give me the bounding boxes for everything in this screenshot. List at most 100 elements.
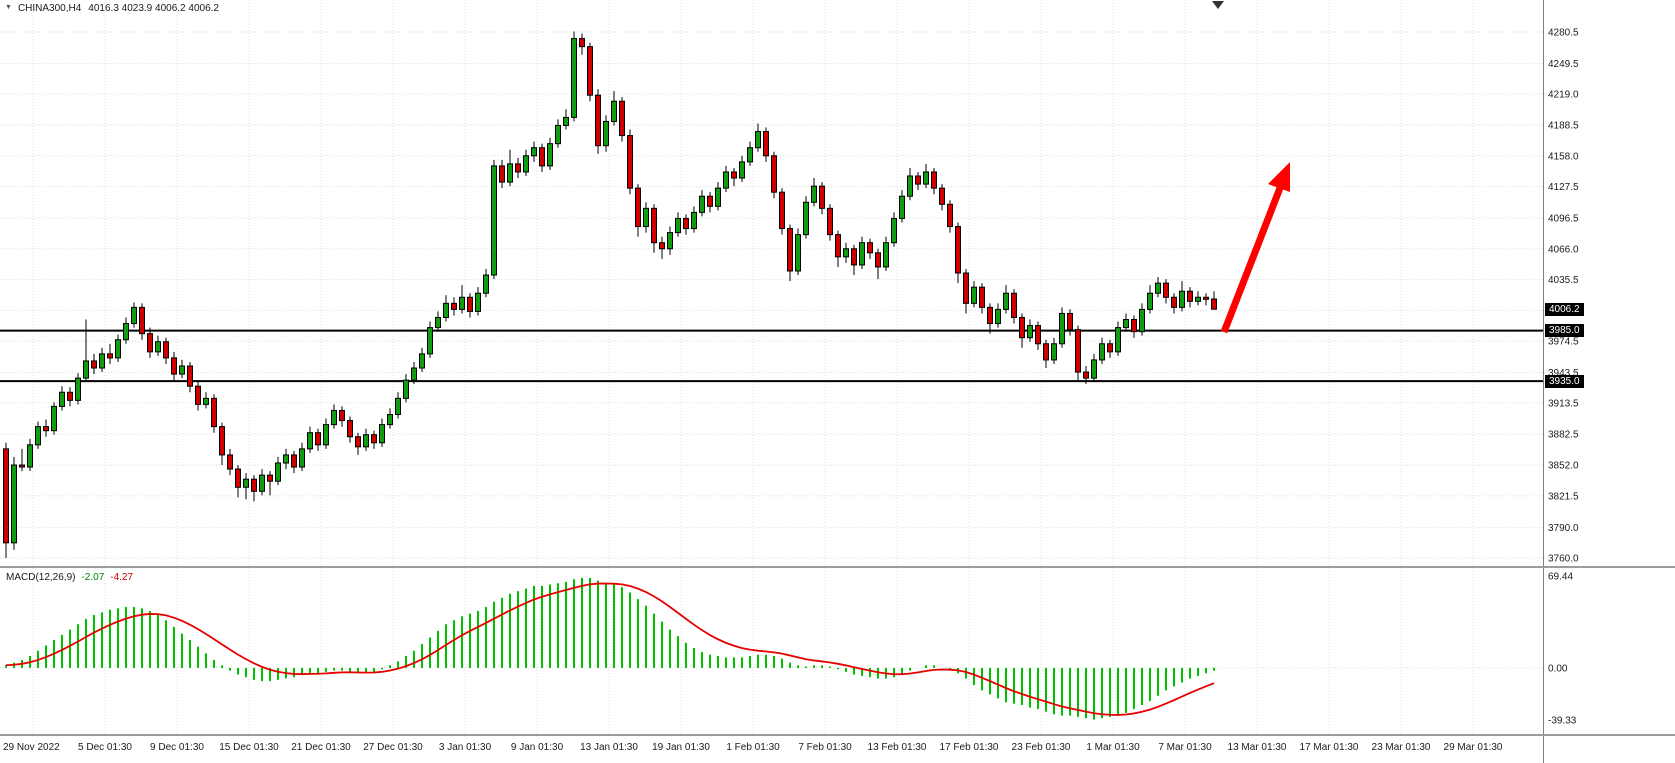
price-axis-label: 3852.0 (1548, 461, 1579, 472)
candle-body (755, 131, 761, 149)
candle-body (651, 207, 657, 244)
candle-body (763, 131, 769, 157)
candle-body (1147, 292, 1153, 310)
candle-body (219, 426, 225, 456)
candle-body (163, 341, 169, 359)
time-axis-canvas[interactable]: 29 Nov 2022 5 Dec 01:30 9 Dec 01:30 15 Dec … (0, 736, 1675, 763)
candle-body (131, 306, 137, 325)
candle-body (339, 409, 345, 422)
pane-resize-divider-2[interactable] (0, 734, 1675, 736)
time-axis-label: 29 Mar 01:30 (1444, 742, 1503, 753)
time-axis-label: 7 Feb 01:30 (798, 742, 852, 753)
candle-body (299, 448, 305, 468)
candle-body (363, 434, 369, 448)
macd-canvas[interactable]: 69.44 0.00 -39.33 (0, 568, 1675, 734)
candle-body (707, 195, 713, 207)
candle-body (59, 391, 65, 407)
candle-body (27, 444, 33, 468)
candle-body (739, 161, 745, 179)
chart-title: ▼ CHINA300,H4 4016.3 4023.9 4006.2 4006.2 (5, 3, 219, 14)
candle-body (427, 327, 433, 355)
candle-body (211, 397, 217, 428)
candle-body (587, 46, 593, 96)
macd-indicator-label: MACD(12,26,9) -2.07 -4.27 (6, 572, 133, 583)
candle-body (851, 248, 857, 266)
candle-body (1011, 292, 1017, 318)
candle-body (1139, 308, 1145, 333)
price-axis-label: 4096.5 (1548, 213, 1579, 224)
candle-body (931, 171, 937, 189)
candle-body (1107, 343, 1113, 353)
macd-axis-label: 69.44 (1548, 572, 1573, 583)
candle-body (795, 234, 801, 272)
candle-body (251, 478, 257, 492)
candle-body (859, 242, 865, 266)
macd-axis-label: 0.00 (1548, 663, 1568, 674)
candle-body (803, 201, 809, 236)
candle-body (371, 434, 377, 444)
candle-body (995, 308, 1001, 325)
candle-body (1115, 327, 1121, 353)
chart-shift-marker[interactable] (1212, 1, 1224, 9)
candle-body (675, 217, 681, 234)
candle-body (891, 217, 897, 244)
candle-body (1067, 312, 1073, 331)
time-axis-label: 17 Mar 01:30 (1300, 742, 1359, 753)
time-axis-label: 9 Jan 01:30 (511, 742, 564, 753)
candle-body (1003, 292, 1009, 310)
candle-body (555, 124, 561, 145)
candle-body (171, 357, 177, 375)
candle-body (1211, 298, 1217, 310)
candle-body (123, 323, 129, 341)
price-axis-label: 4158.0 (1548, 151, 1579, 162)
candle-body (403, 379, 409, 399)
collapse-triangle-icon[interactable]: ▼ (5, 4, 12, 11)
time-axis[interactable]: 29 Nov 2022 5 Dec 01:30 9 Dec 01:30 15 Dec … (0, 736, 1675, 763)
candle-body (1195, 296, 1201, 302)
price-axis-label: 4280.5 (1548, 28, 1579, 39)
time-axis-label: 3 Jan 01:30 (439, 742, 492, 753)
pane-resize-divider[interactable] (0, 566, 1675, 568)
candle-body (1131, 319, 1137, 333)
candle-body (683, 217, 689, 230)
candle-body (899, 195, 905, 219)
time-axis-label: 5 Dec 01:30 (78, 742, 132, 753)
price-chart-canvas[interactable]: 4280.5 4249.5 4219.0 4188.5 4158.0 4127.5 4096… (0, 0, 1675, 566)
candle-body (915, 175, 921, 185)
price-axis-label: 3760.0 (1548, 554, 1579, 565)
price-axis-label: 3943.5 (1548, 368, 1579, 379)
candle-body (819, 185, 825, 209)
candle-body (347, 420, 353, 438)
macd-pane: 69.44 0.00 -39.33 MACD(12,26,9) -2.07 -4.27 (0, 568, 1675, 734)
candle-body (83, 360, 89, 379)
candle-body (275, 462, 281, 482)
chart-ohlc-values: 4016.3 4023.9 4006.2 4006.2 (88, 3, 219, 14)
candle-body (283, 454, 289, 464)
candle-body (139, 306, 145, 335)
candle-body (747, 147, 753, 163)
candle-body (627, 135, 633, 189)
candle-body (395, 397, 401, 415)
candle-body (1099, 343, 1105, 361)
candle-body (19, 464, 25, 468)
candle-body (939, 187, 945, 205)
main-chart-pane: 4280.5 4249.5 4219.0 4188.5 4158.0 4127.5 4096… (0, 0, 1675, 566)
candle-body (715, 187, 721, 207)
candle-body (307, 432, 313, 450)
trend-arrow-head[interactable] (1268, 162, 1290, 192)
candle-body (539, 147, 545, 167)
time-axis-label: 13 Jan 01:30 (580, 742, 638, 753)
candle-body (987, 306, 993, 325)
candle-body (419, 353, 425, 369)
candle-body (11, 464, 17, 544)
candle-body (43, 426, 49, 432)
candle-body (115, 339, 121, 359)
candle-body (99, 353, 105, 369)
trend-arrow-shaft[interactable] (1220, 186, 1284, 334)
candle-body (1075, 329, 1081, 373)
candle-body (411, 367, 417, 381)
candle-body (883, 242, 889, 268)
price-axis-label: 3974.5 (1548, 337, 1579, 348)
time-axis-label: 15 Dec 01:30 (219, 742, 279, 753)
candle-body (187, 365, 193, 387)
